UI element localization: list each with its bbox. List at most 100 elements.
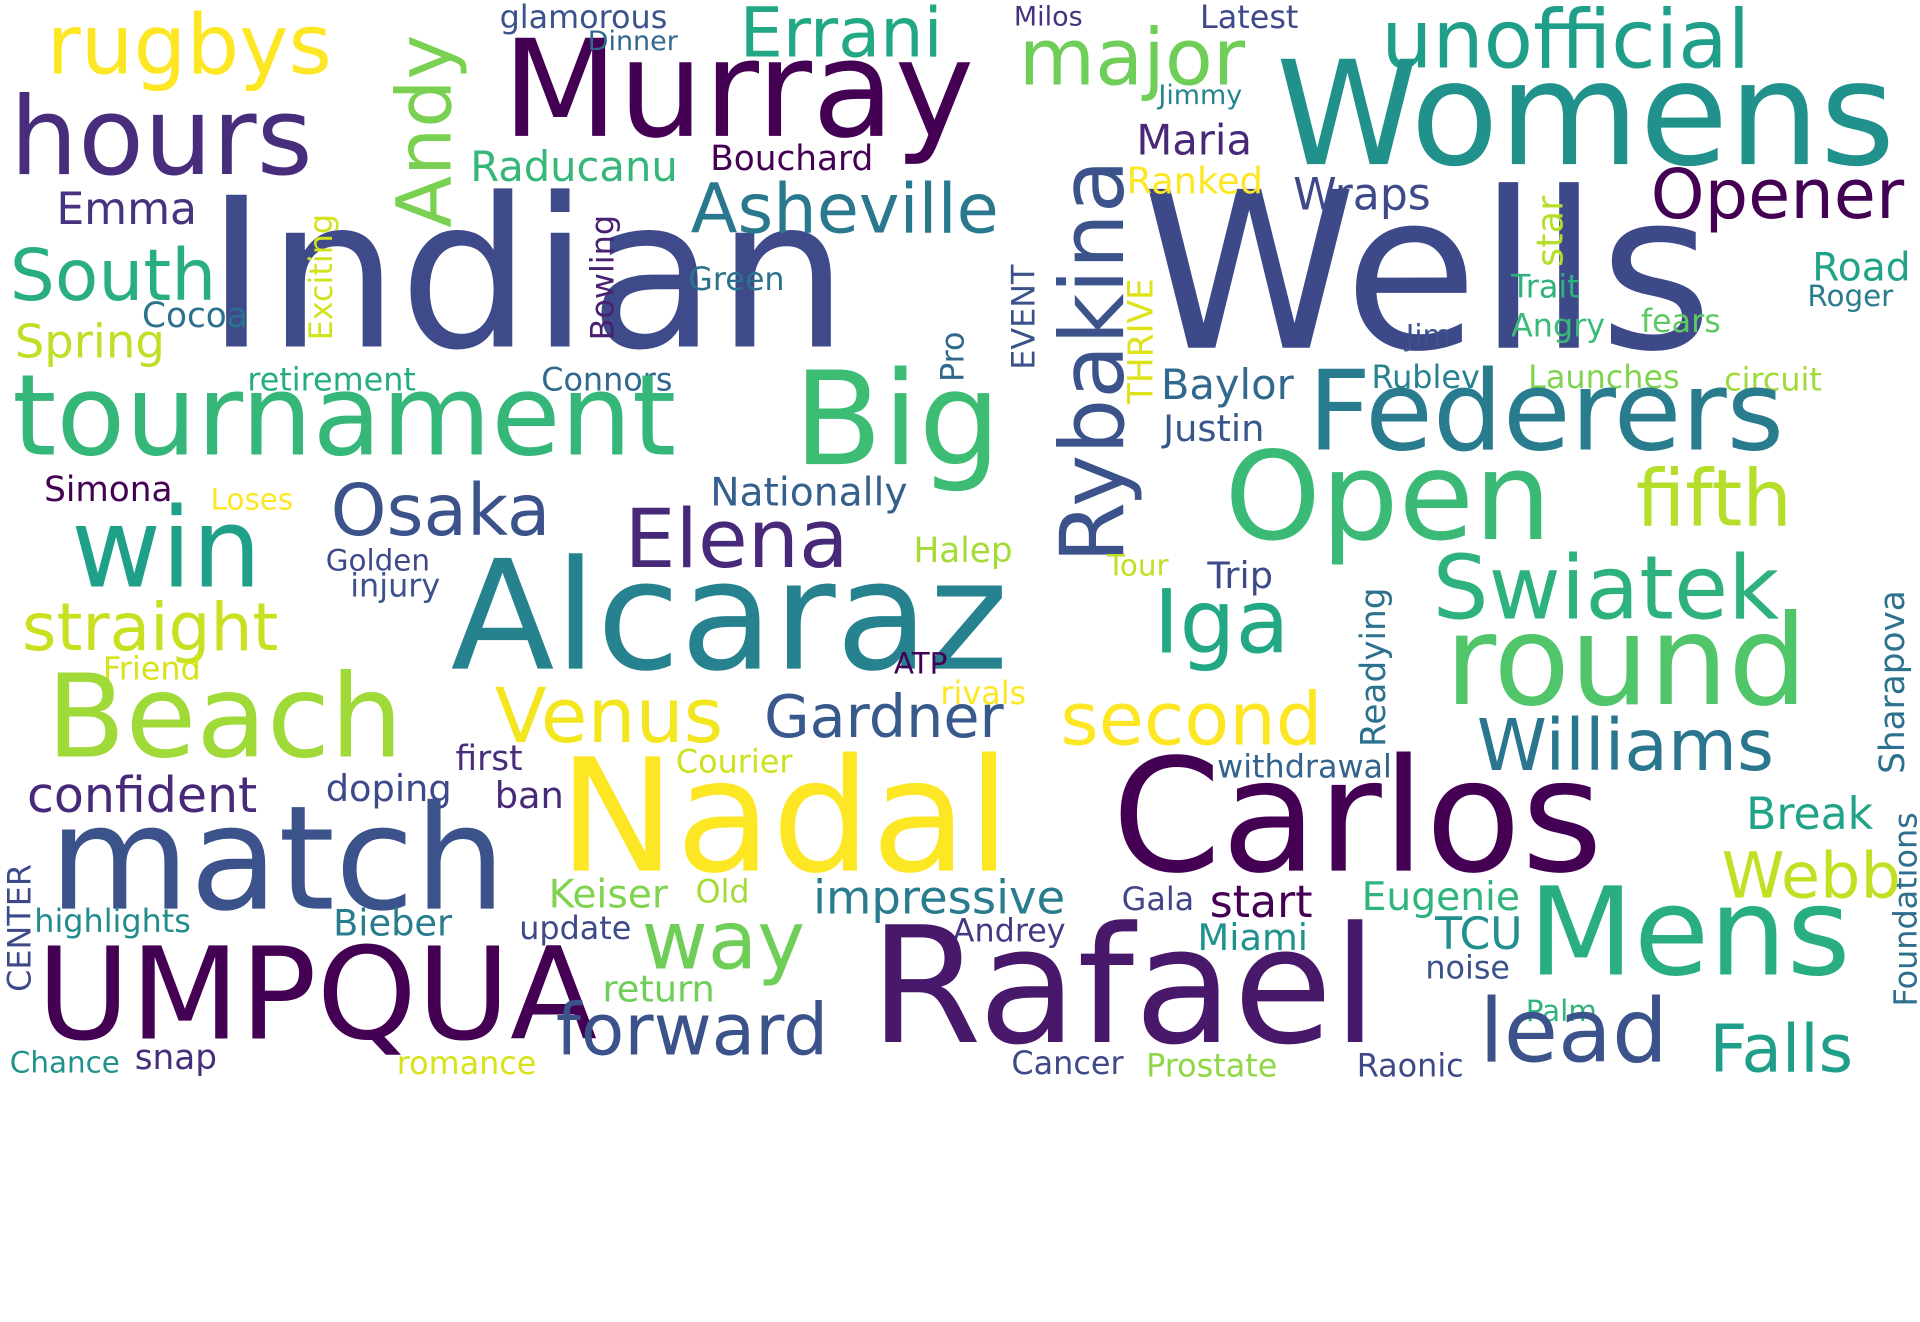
word: fifth [1635,454,1792,545]
word: Elena [624,492,849,587]
word: Readying [1353,587,1394,747]
word: tournament [12,350,677,482]
word: Mens [1528,860,1851,1005]
word: ATP [893,646,948,681]
word: Cancer [1011,1045,1124,1083]
word: Webb [1721,840,1901,914]
word: UMPQUA [36,919,598,1069]
word: Golden [325,543,431,578]
word: Break [1746,789,1874,841]
word: EVENT [1006,264,1044,370]
word: Indian [205,154,849,397]
word: Venus [494,671,724,761]
word: Carlos [1111,726,1603,909]
word: Nationally [710,468,908,516]
word: Sharapova [1872,590,1913,774]
word: hours [9,73,313,200]
word: Friend [102,651,201,689]
word: impressive [813,870,1066,925]
word: Dinner [587,26,678,58]
word: Loses [210,482,294,517]
word: Rublev [1371,360,1480,397]
word: Justin [1163,407,1265,451]
word: Errani [739,0,943,74]
word: circuit [1724,362,1822,400]
word: Nadal [558,726,1011,909]
word: Palm [1525,994,1597,1029]
word: Miami [1197,917,1308,961]
word: Eugenie [1361,873,1521,920]
word: Andrey [952,913,1066,951]
word: Womens [1275,29,1896,199]
word: retirement [247,362,416,400]
word: Launches [1528,360,1680,397]
word: Big [793,344,1001,495]
word: Williams [1476,704,1775,788]
word: Iga [1153,570,1290,674]
word: Angry [1511,308,1606,346]
word: injury [350,568,441,605]
word: Opener [1650,155,1905,236]
word: Cocoa [142,295,248,336]
word: Exciting [303,213,341,341]
word: doping [325,767,452,811]
word: Gala [1121,881,1195,919]
word: glamorous [499,0,668,37]
word: Wraps [1293,170,1431,221]
word: Keiser [548,870,668,918]
word: Latest [1200,0,1299,37]
word: Federers [1307,347,1785,477]
word: Ranked [1126,160,1263,204]
word: Roger [1807,279,1894,314]
word: confident [26,767,258,825]
word: Road [1812,243,1911,291]
word: forward [555,988,829,1072]
word: Prostate [1146,1048,1278,1085]
word: withdrawal [1217,749,1392,787]
word: first [455,738,523,779]
word: Trait [1511,269,1580,307]
word: noise [1425,950,1510,987]
word: Bowling [585,214,623,341]
word: Halep [913,530,1013,571]
word: lead [1479,979,1668,1083]
word: rivals [940,675,1027,713]
word: snap [134,1037,218,1078]
word: start [1209,877,1313,929]
word: match [48,773,506,943]
word: Baylor [1160,361,1294,411]
word: rugbys [46,0,332,95]
word: Trip [1207,554,1274,598]
word: Jim [1405,318,1452,353]
word: Maria [1136,116,1252,166]
word: Wells [1141,145,1713,400]
word: second [1060,677,1323,763]
word: Old [695,874,750,912]
word: Tour [1106,548,1169,583]
word: Chance [9,1045,120,1081]
word: return [602,968,715,1012]
word: Connors [541,362,673,400]
word: Osaka [330,468,551,553]
word: Bouchard [710,138,874,179]
word: Courier [675,744,793,782]
word: Raonic [1356,1048,1464,1085]
word: highlights [34,903,191,941]
word: round [1444,588,1808,735]
word: win [71,484,262,614]
word: Bieber [333,902,453,946]
word: Murray [502,11,975,168]
word: Jimmy [1158,80,1243,112]
word: Rafael [869,892,1378,1082]
word: update [519,911,632,948]
word: unofficial [1381,0,1751,87]
word: Raducanu [470,143,678,193]
word: Spring [14,314,165,369]
word: TCU [1435,909,1523,961]
word: Green [688,262,785,299]
word: Simona [44,468,173,510]
word: Gardner [764,683,1004,752]
word: Swiatek [1432,536,1780,640]
word: Open [1224,424,1552,569]
